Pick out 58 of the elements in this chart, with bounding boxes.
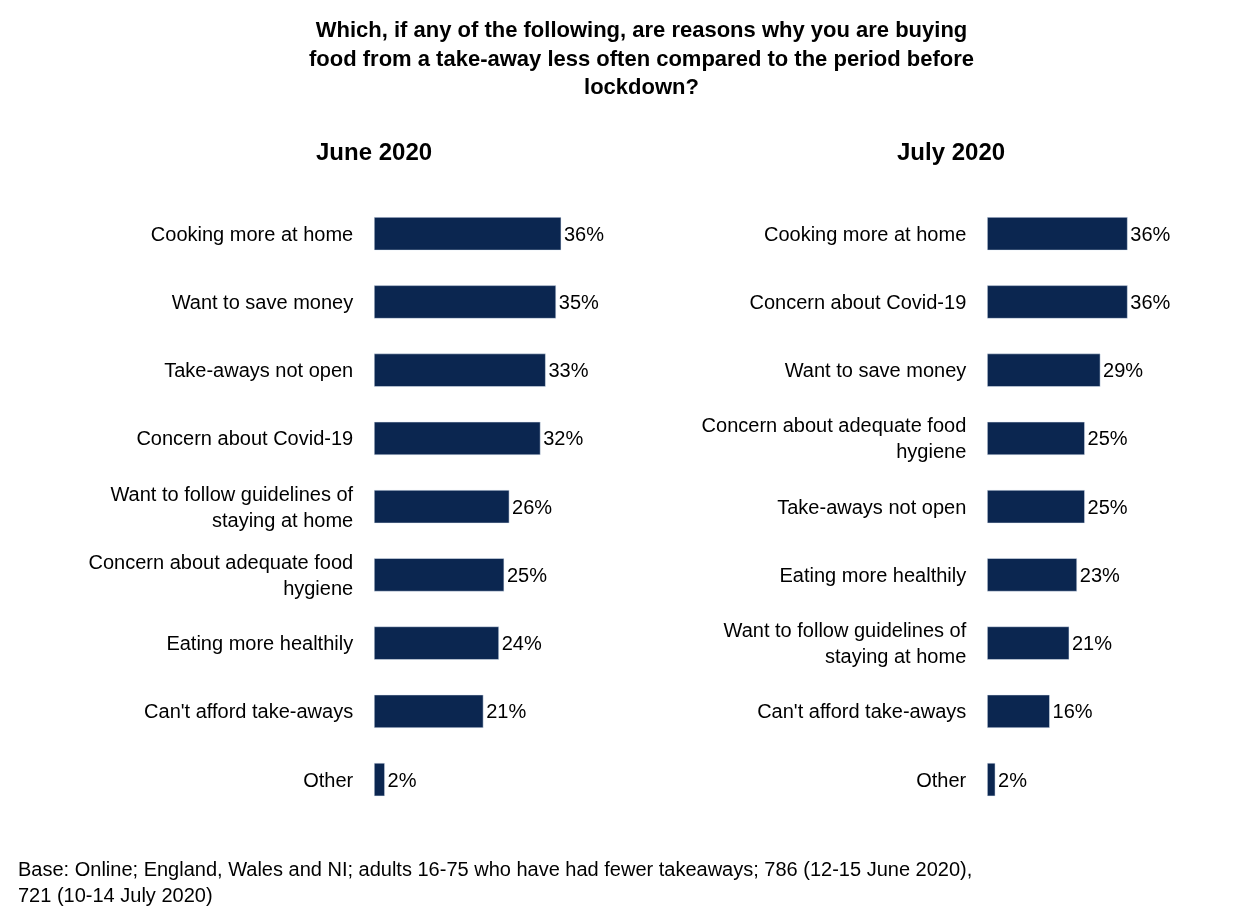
y-tick-label: Concern about adequate food hygiene <box>88 550 354 599</box>
data-label: 29% <box>1103 359 1144 382</box>
data-label: 21% <box>486 700 527 723</box>
bar <box>374 762 385 797</box>
data-label: 25% <box>1087 495 1128 518</box>
chart-subtitle: June 2020 <box>316 138 433 165</box>
bar <box>374 217 562 251</box>
y-tick-label: Cooking more at home <box>150 222 354 245</box>
bar <box>987 421 1085 456</box>
bar <box>987 762 996 797</box>
y-tick-label: Concern about Covid-19 <box>749 290 967 313</box>
bar <box>374 694 484 728</box>
y-tick-label: Concern about adequate food hygiene <box>701 414 967 463</box>
bar <box>374 421 541 456</box>
bar <box>374 285 557 319</box>
data-label: 25% <box>506 563 548 586</box>
data-label: 36% <box>563 222 605 245</box>
bar <box>987 353 1101 387</box>
data-label: 16% <box>1052 700 1093 723</box>
data-label: 24% <box>501 632 542 655</box>
y-tick-label: Eating more healthily <box>779 563 967 586</box>
bar <box>987 694 1050 728</box>
data-label: 36% <box>1130 290 1171 313</box>
data-label: 26% <box>512 495 553 518</box>
data-label: 2% <box>387 768 417 791</box>
y-tick-label: Can't afford take-aways <box>144 700 354 723</box>
bar <box>374 490 510 524</box>
bar <box>987 558 1078 592</box>
bar <box>374 558 505 592</box>
y-tick-label: Eating more healthily <box>166 632 354 655</box>
bar <box>987 490 1085 524</box>
data-label: 2% <box>998 768 1028 791</box>
bar <box>987 285 1128 319</box>
y-tick-label: Take-aways not open <box>777 495 967 518</box>
data-label: 33% <box>548 359 589 382</box>
y-tick-label: Take-aways not open <box>164 359 354 382</box>
bar <box>987 626 1070 660</box>
text: Which, if any of the following, are reasons why you are buying food from a take-away less often compared to the period before lockdown? <box>309 17 975 100</box>
data-label: 23% <box>1079 563 1121 586</box>
y-tick-label: Can't afford take-aways <box>757 700 967 723</box>
y-tick-label: Cooking more at home <box>763 222 967 245</box>
data-label: 25% <box>1087 427 1128 450</box>
data-label: 36% <box>1130 222 1171 245</box>
y-tick-label: Other <box>303 768 354 791</box>
bar <box>374 353 546 387</box>
y-tick-label: Concern about Covid-19 <box>136 427 354 450</box>
y-tick-label: Want to follow guidelines of staying at home <box>110 482 354 531</box>
text: Base: Online; England, Wales and NI; adults 16-75 who have had fewer takeaways; 786 (12-15 June 2020), 721 (10-14 July 2020) <box>18 858 973 906</box>
data-label: 32% <box>543 427 584 450</box>
y-tick-label: Other <box>916 768 967 791</box>
y-tick-label: Want to save money <box>171 290 354 313</box>
data-label: 21% <box>1071 632 1113 655</box>
bar <box>987 217 1128 251</box>
chart-subtitle: July 2020 <box>897 138 1006 165</box>
y-tick-label: Want to follow guidelines of staying at home <box>723 619 967 668</box>
bar <box>374 626 499 660</box>
y-tick-label: Want to save money <box>784 359 967 382</box>
data-label: 35% <box>558 290 600 313</box>
